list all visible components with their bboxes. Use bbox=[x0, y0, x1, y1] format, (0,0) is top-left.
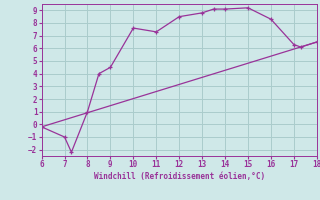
X-axis label: Windchill (Refroidissement éolien,°C): Windchill (Refroidissement éolien,°C) bbox=[94, 172, 265, 181]
